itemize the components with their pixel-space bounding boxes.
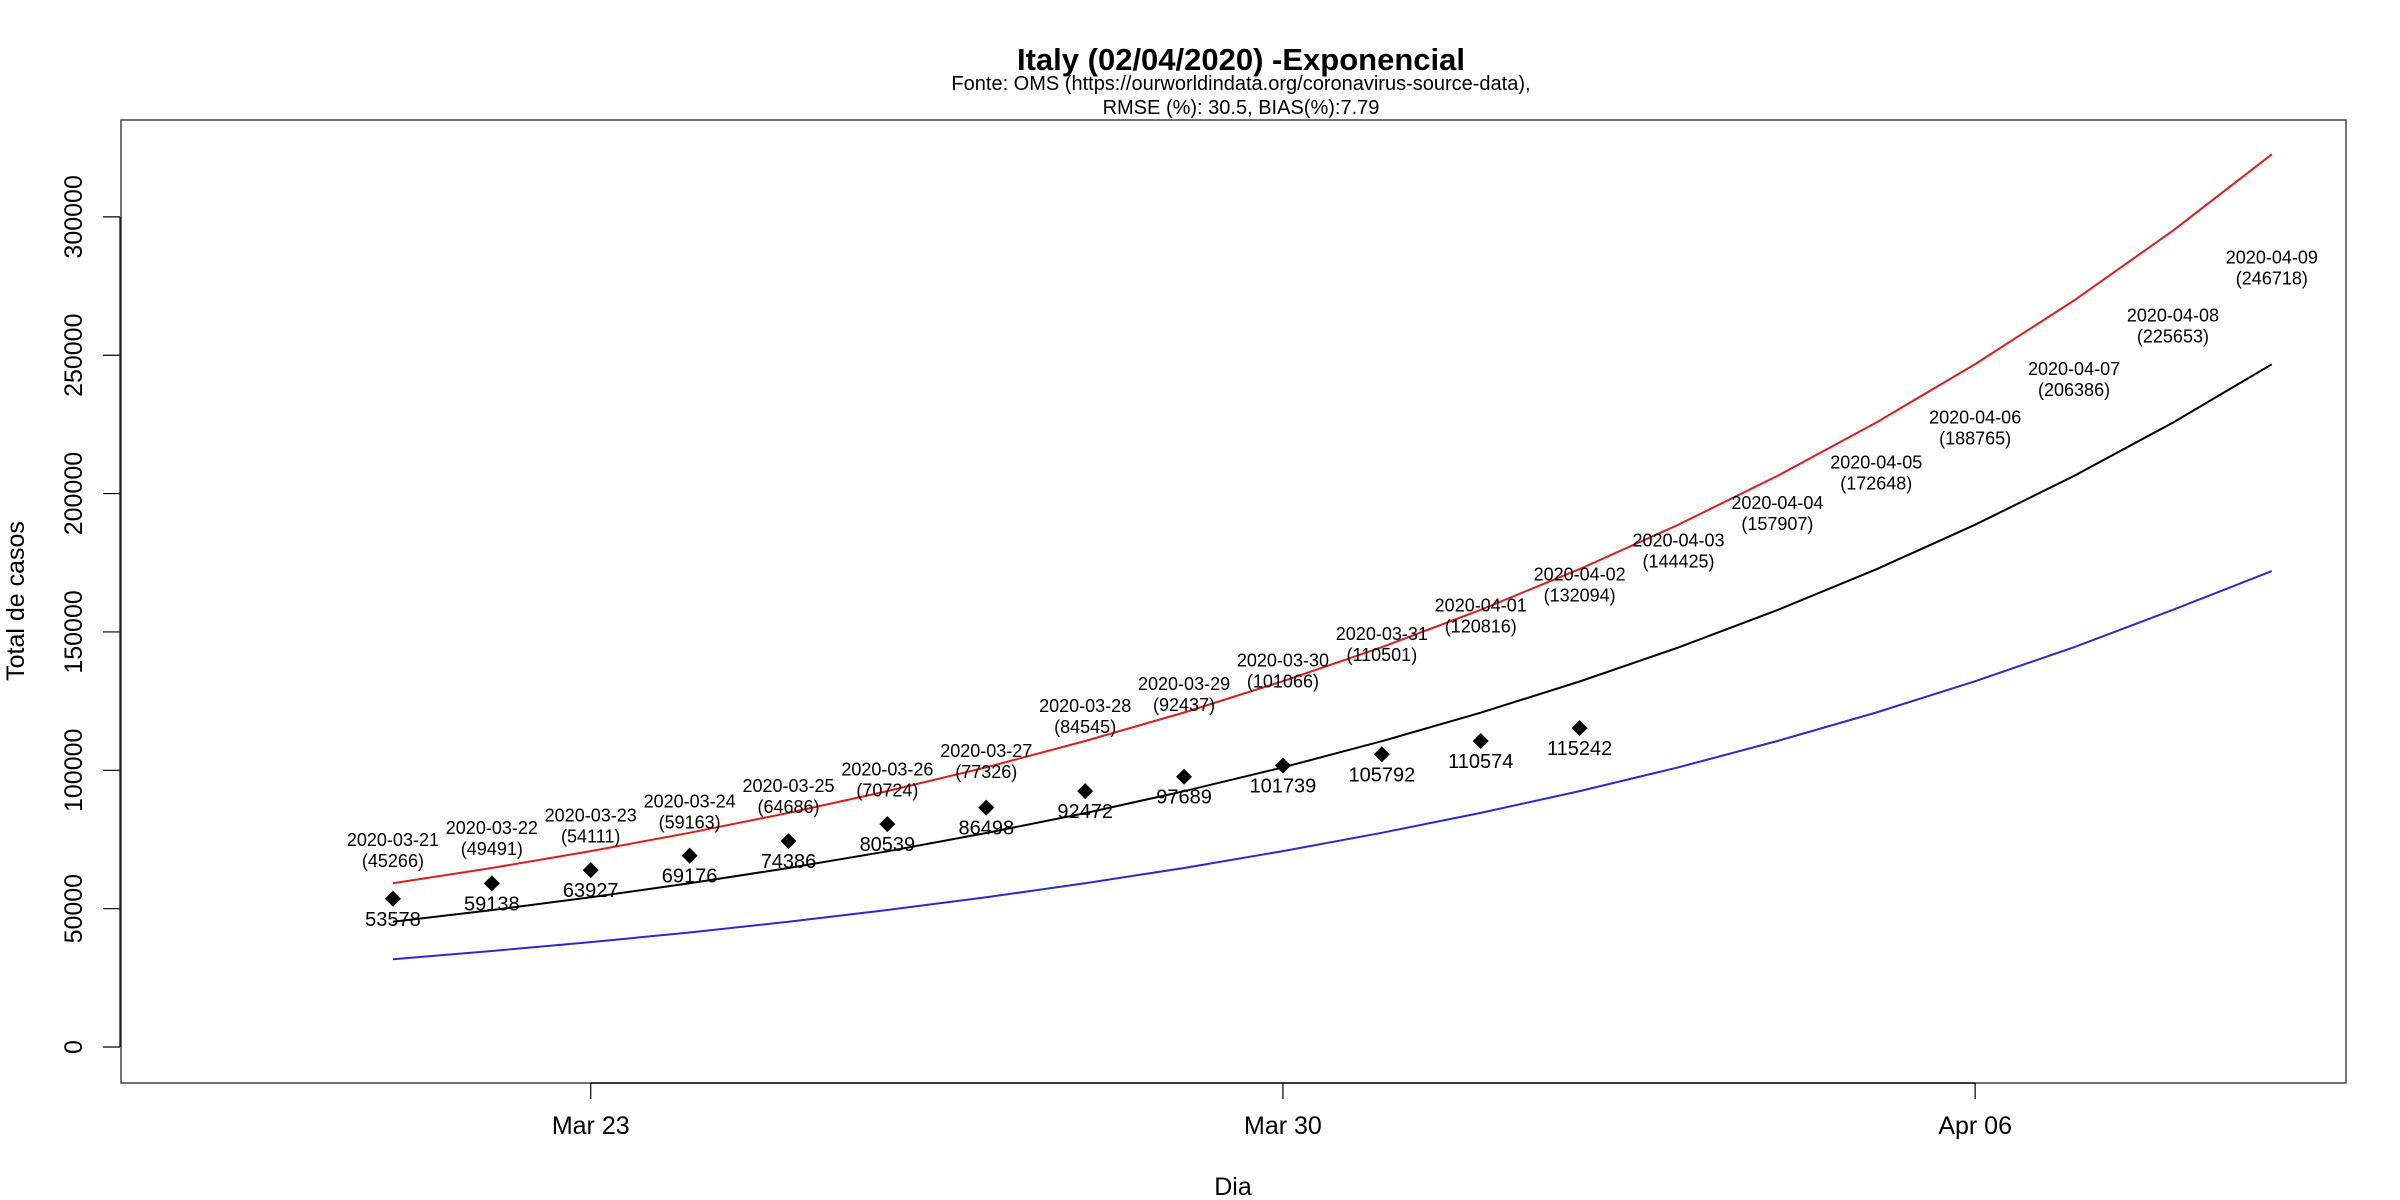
observed-point	[780, 833, 797, 850]
predicted-date-label: 2020-03-28	[1039, 696, 1131, 716]
predicted-date-label: 2020-03-27	[940, 741, 1032, 761]
observed-value-label: 80539	[860, 834, 916, 856]
predicted-date-label: 2020-04-09	[2226, 247, 2318, 267]
observed-point	[681, 847, 698, 864]
predicted-value-label: (157907)	[1741, 514, 1813, 534]
predicted-value-label: (132094)	[1544, 585, 1616, 605]
predicted-date-label: 2020-03-30	[1237, 650, 1329, 670]
series-lines	[392, 153, 2273, 961]
plot-frame	[120, 119, 2347, 1084]
predicted-value-label: (45266)	[362, 851, 424, 871]
predicted-value-label: (70724)	[856, 780, 918, 800]
series-line-1	[392, 153, 2273, 885]
series-line-2	[392, 570, 2273, 961]
observed-point	[1176, 768, 1193, 785]
y-tick-label: 250000	[60, 313, 88, 396]
observed-value-label: 86498	[958, 818, 1014, 840]
predicted-date-label: 2020-03-24	[644, 791, 736, 811]
y-tick-label: 150000	[60, 590, 88, 673]
observed-point	[384, 890, 401, 907]
observed-value-label: 74386	[761, 851, 817, 873]
predicted-value-label: (49491)	[461, 839, 523, 859]
observed-point	[978, 799, 995, 816]
observed-value-label: 92472	[1057, 801, 1113, 823]
predicted-date-label: 2020-04-07	[2028, 359, 2120, 379]
predicted-value-label: (64686)	[757, 797, 819, 817]
predicted-value-label: (92437)	[1153, 695, 1215, 715]
predicted-date-label: 2020-04-08	[2127, 306, 2219, 326]
observed-value-label: 59138	[464, 893, 520, 915]
observed-point	[1571, 720, 1588, 737]
observed-value-label: 69176	[662, 866, 718, 888]
predicted-date-label: 2020-04-04	[1731, 493, 1823, 513]
observed-point	[1472, 733, 1489, 750]
predicted-date-label: 2020-04-01	[1435, 596, 1527, 616]
x-tick-label: Mar 23	[552, 1112, 630, 1140]
predicted-value-label: (59163)	[659, 812, 721, 832]
y-tick-label: 200000	[60, 452, 88, 535]
observed-point	[879, 816, 896, 833]
x-tick-label: Apr 06	[1938, 1112, 2012, 1140]
predicted-value-label: (246718)	[2236, 268, 2308, 288]
predicted-value-label: (188765)	[1939, 429, 2011, 449]
observed-value-label: 97689	[1156, 787, 1212, 809]
y-axis: 0 50000 100000 150000 200000 250000 300000	[60, 175, 121, 1054]
observed-point	[1274, 757, 1291, 774]
y-tick-label: 0	[60, 1040, 88, 1054]
predicted-date-label: 2020-04-03	[1632, 530, 1724, 550]
predicted-date-label: 2020-03-26	[841, 759, 933, 779]
predicted-date-label: 2020-03-29	[1138, 674, 1230, 694]
observed-points: 53578 59138 63927 69176 74386 80539 86498 92472…	[365, 720, 1612, 931]
predicted-value-label: (101066)	[1247, 671, 1319, 691]
x-axis: Mar 23 Mar 30 Apr 06	[552, 1082, 2012, 1140]
predicted-value-label: (225653)	[2137, 327, 2209, 347]
chart-title: Italy (02/04/2020) -Exponencial	[1017, 42, 1465, 77]
predicted-value-label: (206386)	[2038, 380, 2110, 400]
predicted-date-label: 2020-03-22	[446, 818, 538, 838]
observed-value-label: 53578	[365, 909, 421, 931]
predicted-date-label: 2020-03-25	[742, 776, 834, 796]
predicted-date-label: 2020-04-06	[1929, 408, 2021, 428]
observed-point	[1077, 783, 1094, 800]
y-tick-label: 50000	[60, 874, 88, 944]
x-tick-label: Mar 30	[1244, 1112, 1322, 1140]
predicted-labels: 2020-03-21(45266) 2020-03-22(49491) 2020-0…	[347, 247, 2318, 870]
y-tick-label: 300000	[60, 175, 88, 258]
predicted-date-label: 2020-04-05	[1830, 452, 1922, 472]
observed-value-label: 115242	[1547, 738, 1612, 760]
predicted-date-label: 2020-03-23	[545, 805, 637, 825]
predicted-value-label: (84545)	[1054, 717, 1116, 737]
observed-point	[483, 875, 500, 892]
predicted-value-label: (172648)	[1840, 473, 1912, 493]
predicted-date-label: 2020-03-31	[1336, 624, 1428, 644]
series-line-0	[392, 363, 2273, 923]
predicted-date-label: 2020-03-21	[347, 830, 439, 850]
predicted-value-label: (110501)	[1346, 645, 1417, 665]
predicted-value-label: (144425)	[1642, 551, 1714, 571]
observed-value-label: 110574	[1448, 751, 1513, 773]
observed-value-label: 63927	[563, 880, 619, 902]
x-axis-title: Dia	[1214, 1173, 1252, 1200]
predicted-value-label: (77326)	[955, 762, 1017, 782]
observed-point	[1373, 746, 1390, 763]
observed-value-label: 101739	[1250, 775, 1317, 797]
predicted-value-label: (54111)	[561, 826, 620, 846]
observed-value-label: 105792	[1348, 764, 1415, 786]
chart-subtitle-line-2: RMSE (%): 30.5, BIAS(%):7.79	[1103, 97, 1380, 119]
y-axis-title: Total de casos	[2, 521, 30, 681]
y-tick-label: 100000	[60, 729, 88, 812]
observed-point	[582, 862, 599, 879]
predicted-date-label: 2020-04-02	[1534, 564, 1626, 584]
chart-subtitle-line-1: Fonte: OMS (https://ourworldindata.org/c…	[951, 73, 1530, 95]
predicted-value-label: (120816)	[1445, 617, 1517, 637]
